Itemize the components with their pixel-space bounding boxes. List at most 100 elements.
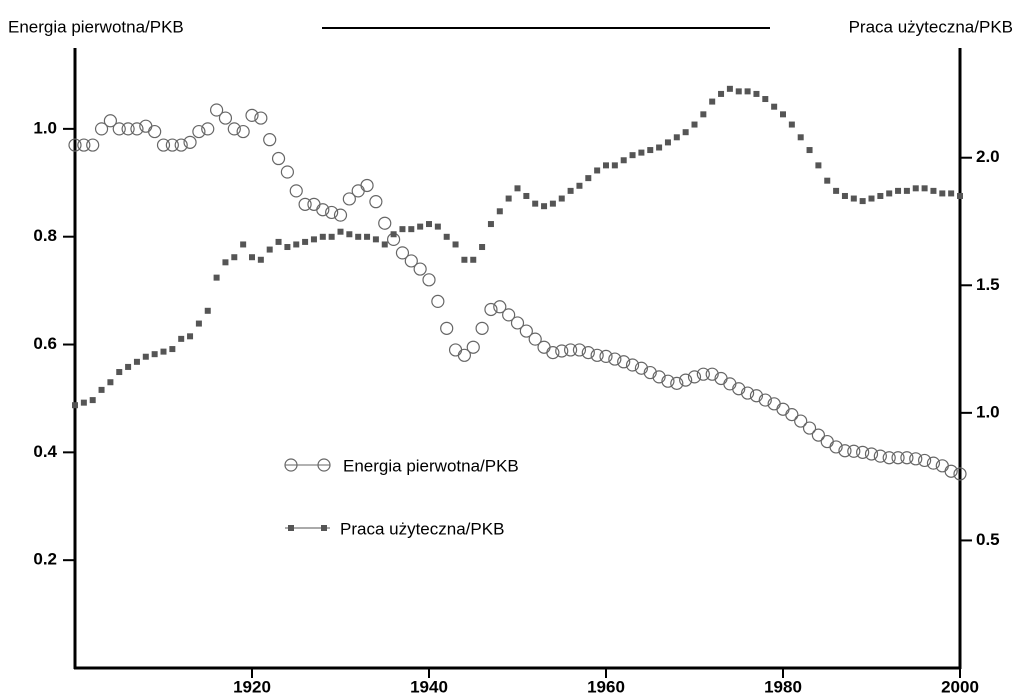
data-point bbox=[293, 241, 300, 248]
data-point bbox=[86, 138, 100, 152]
data-point bbox=[611, 162, 618, 169]
x-tick-label: 1920 bbox=[233, 677, 271, 696]
data-point bbox=[762, 96, 769, 103]
data-point bbox=[788, 121, 795, 128]
data-point bbox=[652, 370, 666, 384]
data-point bbox=[284, 244, 291, 251]
data-point bbox=[245, 108, 259, 122]
data-point bbox=[771, 103, 778, 110]
data-point bbox=[169, 346, 176, 353]
y2-axis-label: Praca użyteczna/PKB bbox=[849, 17, 1013, 36]
data-point bbox=[302, 238, 309, 245]
data-point bbox=[355, 233, 362, 240]
data-point bbox=[856, 445, 870, 459]
data-point bbox=[833, 187, 840, 194]
data-point bbox=[413, 262, 427, 276]
legend-marker bbox=[288, 525, 294, 531]
data-point bbox=[953, 467, 967, 481]
data-point bbox=[351, 184, 365, 198]
data-point bbox=[156, 138, 171, 152]
data-point bbox=[900, 451, 914, 465]
data-point bbox=[390, 231, 397, 238]
data-point bbox=[917, 453, 932, 468]
data-point bbox=[647, 147, 654, 154]
data-point bbox=[847, 444, 861, 458]
legend-marker bbox=[317, 458, 331, 472]
data-point bbox=[705, 367, 719, 381]
data-point bbox=[236, 124, 250, 139]
data-point bbox=[434, 223, 441, 230]
data-point bbox=[337, 228, 344, 235]
data-point bbox=[523, 192, 530, 199]
data-point bbox=[744, 88, 751, 95]
data-point bbox=[254, 111, 268, 125]
data-point bbox=[165, 138, 179, 152]
data-point bbox=[629, 152, 636, 159]
data-point bbox=[930, 187, 937, 194]
data-point bbox=[381, 241, 388, 248]
data-point bbox=[802, 421, 817, 435]
data-point bbox=[948, 190, 955, 197]
data-point bbox=[426, 221, 432, 228]
data-point bbox=[342, 192, 356, 206]
data-point bbox=[310, 236, 317, 243]
data-point bbox=[125, 363, 132, 370]
data-point bbox=[776, 402, 790, 416]
data-point bbox=[98, 386, 105, 393]
data-point bbox=[859, 198, 866, 205]
data-point bbox=[266, 246, 273, 253]
data-point bbox=[204, 307, 211, 314]
data-point bbox=[673, 134, 680, 141]
data-point bbox=[422, 273, 436, 287]
data-point bbox=[753, 90, 760, 97]
data-point bbox=[740, 386, 755, 400]
x-tick-label: 2000 bbox=[941, 677, 979, 696]
data-point bbox=[921, 185, 928, 192]
data-point bbox=[643, 365, 657, 380]
data-point bbox=[112, 122, 126, 136]
data-point bbox=[829, 440, 843, 454]
data-point bbox=[121, 122, 135, 136]
data-point bbox=[289, 184, 303, 198]
data-point bbox=[549, 200, 556, 207]
data-point bbox=[346, 231, 353, 238]
data-point bbox=[218, 111, 233, 125]
data-point bbox=[638, 149, 645, 156]
data-point bbox=[735, 88, 742, 95]
y-tick-label: 0.6 bbox=[33, 334, 57, 353]
legend-marker bbox=[284, 458, 298, 472]
data-point bbox=[174, 138, 188, 152]
data-point bbox=[325, 205, 339, 220]
data-point bbox=[484, 302, 498, 317]
data-point bbox=[572, 343, 587, 357]
data-point bbox=[452, 241, 459, 248]
data-point bbox=[364, 233, 371, 240]
data-point bbox=[470, 256, 477, 263]
data-point bbox=[133, 358, 140, 365]
data-point bbox=[271, 151, 286, 166]
data-point bbox=[103, 114, 118, 128]
data-point bbox=[886, 190, 893, 197]
data-point bbox=[718, 90, 725, 97]
data-point bbox=[903, 187, 910, 194]
data-point bbox=[257, 256, 264, 263]
data-point bbox=[794, 414, 808, 428]
y2-tick-label: 1.0 bbox=[976, 402, 1000, 421]
y2-tick-label: 2.0 bbox=[976, 147, 1000, 166]
data-point bbox=[448, 343, 463, 357]
data-point bbox=[661, 374, 675, 388]
data-point bbox=[222, 259, 229, 266]
data-point bbox=[895, 187, 902, 194]
data-point bbox=[502, 308, 516, 322]
data-point bbox=[868, 195, 875, 202]
data-point bbox=[510, 316, 525, 330]
y-tick-label: 0.8 bbox=[33, 226, 57, 245]
data-point bbox=[603, 162, 609, 169]
data-point bbox=[567, 187, 574, 194]
x-tick-label: 1980 bbox=[764, 677, 802, 696]
data-point bbox=[811, 428, 826, 442]
data-point bbox=[528, 332, 542, 346]
data-point bbox=[912, 185, 919, 192]
data-point bbox=[850, 195, 857, 202]
